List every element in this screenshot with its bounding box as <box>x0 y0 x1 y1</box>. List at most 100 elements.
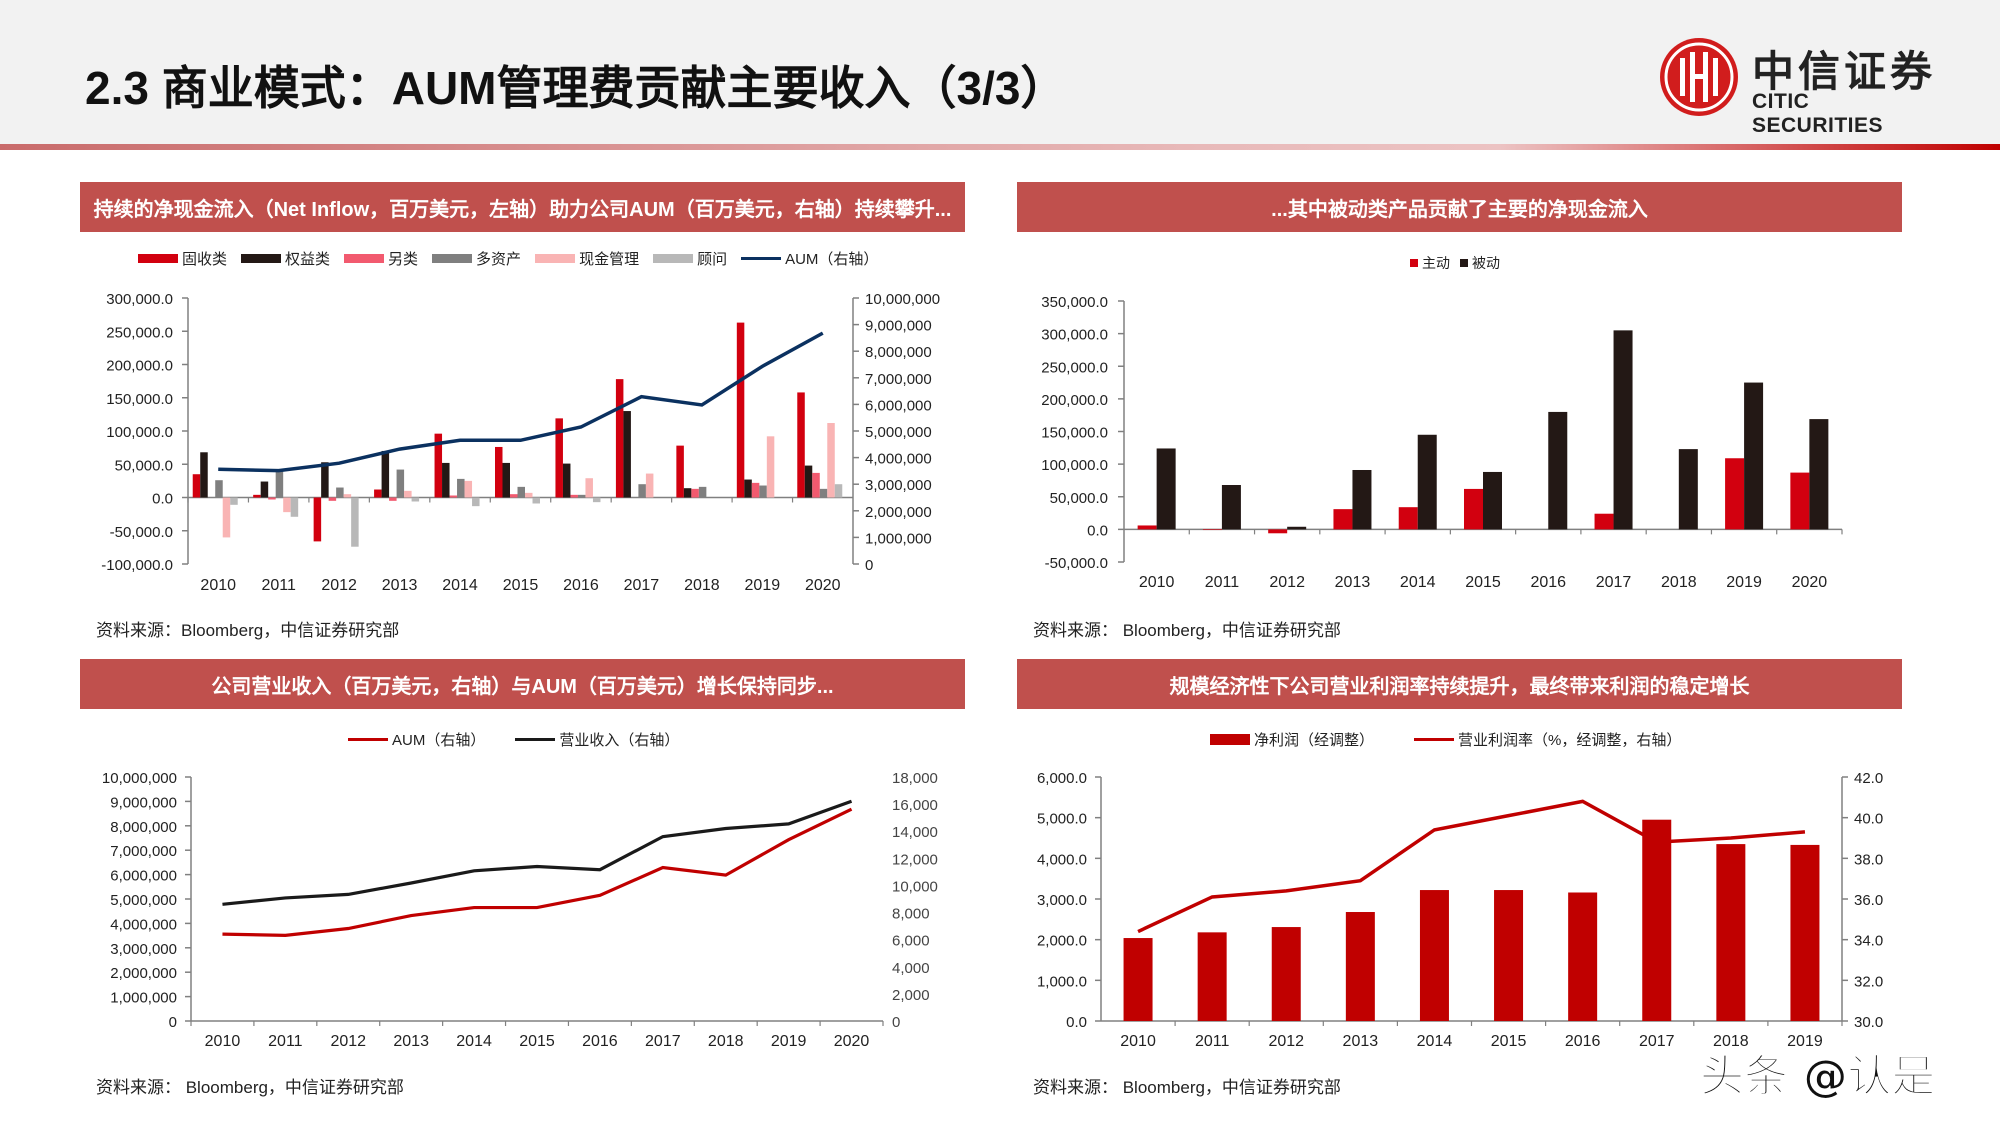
svg-text:-50,000.0: -50,000.0 <box>1045 555 1108 572</box>
svg-text:0: 0 <box>169 1014 177 1031</box>
legend-item: 多资产 <box>432 248 521 269</box>
svg-text:2012: 2012 <box>330 1033 366 1050</box>
svg-text:2017: 2017 <box>1639 1033 1675 1050</box>
svg-text:8,000,000: 8,000,000 <box>865 344 932 361</box>
legend-item: AUM（右轴） <box>741 248 878 269</box>
legend-item: AUM（右轴） <box>348 729 485 750</box>
svg-text:2014: 2014 <box>1400 574 1436 591</box>
svg-text:2016: 2016 <box>1565 1033 1601 1050</box>
svg-text:2019: 2019 <box>771 1033 807 1050</box>
svg-text:2019: 2019 <box>1787 1033 1823 1050</box>
svg-text:150,000.0: 150,000.0 <box>1041 425 1108 442</box>
svg-text:6,000,000: 6,000,000 <box>110 868 177 885</box>
panel-banner: 规模经济性下公司营业利润率持续提升，最终带来利润的稳定增长 <box>1017 659 1902 709</box>
svg-text:2013: 2013 <box>382 577 418 594</box>
svg-text:2019: 2019 <box>745 577 781 594</box>
svg-text:8,000: 8,000 <box>892 906 930 923</box>
svg-text:16,000: 16,000 <box>892 797 938 814</box>
svg-text:2014: 2014 <box>442 577 478 594</box>
line-swatch-icon <box>515 738 556 741</box>
swatch-icon <box>138 254 178 263</box>
svg-text:2011: 2011 <box>1195 1033 1230 1050</box>
svg-text:2016: 2016 <box>563 577 599 594</box>
swatch-icon <box>344 254 385 263</box>
chart2-source: 资料来源： Bloomberg，中信证券研究部 <box>1033 621 1341 640</box>
svg-text:6,000.0: 6,000.0 <box>1037 770 1087 787</box>
page-title: 2.3 商业模式：AUM管理费贡献主要收入（3/3） <box>85 62 1067 114</box>
svg-text:32.0: 32.0 <box>1854 973 1883 990</box>
legend-item: 主动 <box>1410 253 1450 273</box>
svg-text:10,000,000: 10,000,000 <box>102 770 177 787</box>
panel-banner: 公司营业收入（百万美元，右轴）与AUM（百万美元）增长保持同步... <box>80 659 965 709</box>
svg-text:2020: 2020 <box>834 1033 870 1050</box>
line-swatch-icon <box>348 738 388 741</box>
chart-profit-margin: 6,000.0 5,000.0 4,000.0 3,000.0 2,000.0 1,000… <box>1037 770 1883 1050</box>
svg-text:30.0: 30.0 <box>1854 1014 1883 1031</box>
svg-text:2011: 2011 <box>261 577 296 594</box>
legend-item: 顾问 <box>653 248 727 269</box>
swatch-icon <box>1210 734 1250 745</box>
svg-text:2,000,000: 2,000,000 <box>865 504 932 521</box>
svg-text:2,000: 2,000 <box>892 987 930 1004</box>
svg-text:5,000,000: 5,000,000 <box>110 892 177 909</box>
svg-text:6,000,000: 6,000,000 <box>865 397 932 414</box>
svg-text:300,000.0: 300,000.0 <box>1041 327 1108 344</box>
svg-text:2018: 2018 <box>708 1033 744 1050</box>
svg-text:0.0: 0.0 <box>152 491 173 508</box>
svg-text:40.0: 40.0 <box>1854 811 1883 828</box>
panel-banner: 持续的净现金流入（Net Inflow，百万美元，左轴）助力公司AUM（百万美元… <box>80 182 965 232</box>
svg-text:2011: 2011 <box>1205 574 1240 591</box>
swatch-icon <box>1410 259 1418 267</box>
svg-text:0: 0 <box>865 557 873 574</box>
svg-text:0.0: 0.0 <box>1066 1014 1087 1031</box>
legend-item: 固收类 <box>138 248 227 269</box>
svg-text:2017: 2017 <box>645 1033 681 1050</box>
panel-revenue-aum: 公司营业收入（百万美元，右轴）与AUM（百万美元）增长保持同步... <box>80 659 965 709</box>
svg-text:2018: 2018 <box>684 577 720 594</box>
line-swatch-icon <box>1414 738 1455 741</box>
svg-text:2020: 2020 <box>1792 574 1828 591</box>
svg-text:100,000.0: 100,000.0 <box>1041 457 1108 474</box>
svg-text:1,000.0: 1,000.0 <box>1037 973 1087 990</box>
svg-text:2016: 2016 <box>1530 574 1566 591</box>
svg-text:4,000.0: 4,000.0 <box>1037 851 1087 868</box>
legend-item: 被动 <box>1460 253 1500 273</box>
svg-text:4,000,000: 4,000,000 <box>110 916 177 933</box>
svg-text:10,000: 10,000 <box>892 878 938 895</box>
svg-text:2015: 2015 <box>1465 574 1501 591</box>
chart3-legend: AUM（右轴） 营业收入（右轴） <box>348 729 679 750</box>
swatch-icon <box>535 254 576 263</box>
svg-text:2016: 2016 <box>582 1033 618 1050</box>
svg-text:2014: 2014 <box>1417 1033 1453 1050</box>
swatch-icon <box>241 254 282 263</box>
svg-text:2019: 2019 <box>1726 574 1762 591</box>
svg-text:2014: 2014 <box>456 1033 492 1050</box>
panel-profit-margin: 规模经济性下公司营业利润率持续提升，最终带来利润的稳定增长 <box>1017 659 1902 709</box>
svg-text:4,000: 4,000 <box>892 960 930 977</box>
svg-text:3,000,000: 3,000,000 <box>865 477 932 494</box>
chart-net-inflow-aum: 300,000.0 250,000.0 200,000.0 150,000.0 100,… <box>101 291 940 594</box>
panel-active-passive: ...其中被动类产品贡献了主要的净现金流入 <box>1017 182 1902 232</box>
logo-text-en: CITIC SECURITIES <box>1752 90 1884 137</box>
panel-banner: ...其中被动类产品贡献了主要的净现金流入 <box>1017 182 1902 232</box>
svg-text:2018: 2018 <box>1713 1033 1749 1050</box>
watermark: 头条 @认是 <box>1699 1051 1936 1103</box>
svg-text:38.0: 38.0 <box>1854 851 1883 868</box>
svg-text:50,000.0: 50,000.0 <box>115 457 173 474</box>
svg-text:2011: 2011 <box>268 1033 303 1050</box>
svg-text:2015: 2015 <box>1491 1033 1527 1050</box>
svg-text:2017: 2017 <box>1596 574 1632 591</box>
chart1-source: 资料来源：Bloomberg，中信证券研究部 <box>96 621 400 640</box>
svg-text:2015: 2015 <box>503 577 539 594</box>
legend-item: 营业利润率（%，经调整，右轴） <box>1414 729 1681 750</box>
svg-text:2018: 2018 <box>1661 574 1697 591</box>
svg-text:18,000: 18,000 <box>892 770 938 787</box>
header-divider <box>0 144 2000 150</box>
svg-text:9,000,000: 9,000,000 <box>865 318 932 335</box>
chart-active-passive: 350,000.0 300,000.0 250,000.0 200,000.0 150,… <box>1041 294 1843 591</box>
chart2-legend: 主动 被动 <box>1410 253 1500 273</box>
svg-text:-50,000.0: -50,000.0 <box>110 524 173 541</box>
svg-text:7,000,000: 7,000,000 <box>865 371 932 388</box>
chart4-source: 资料来源： Bloomberg，中信证券研究部 <box>1033 1078 1341 1097</box>
svg-text:36.0: 36.0 <box>1854 892 1883 909</box>
